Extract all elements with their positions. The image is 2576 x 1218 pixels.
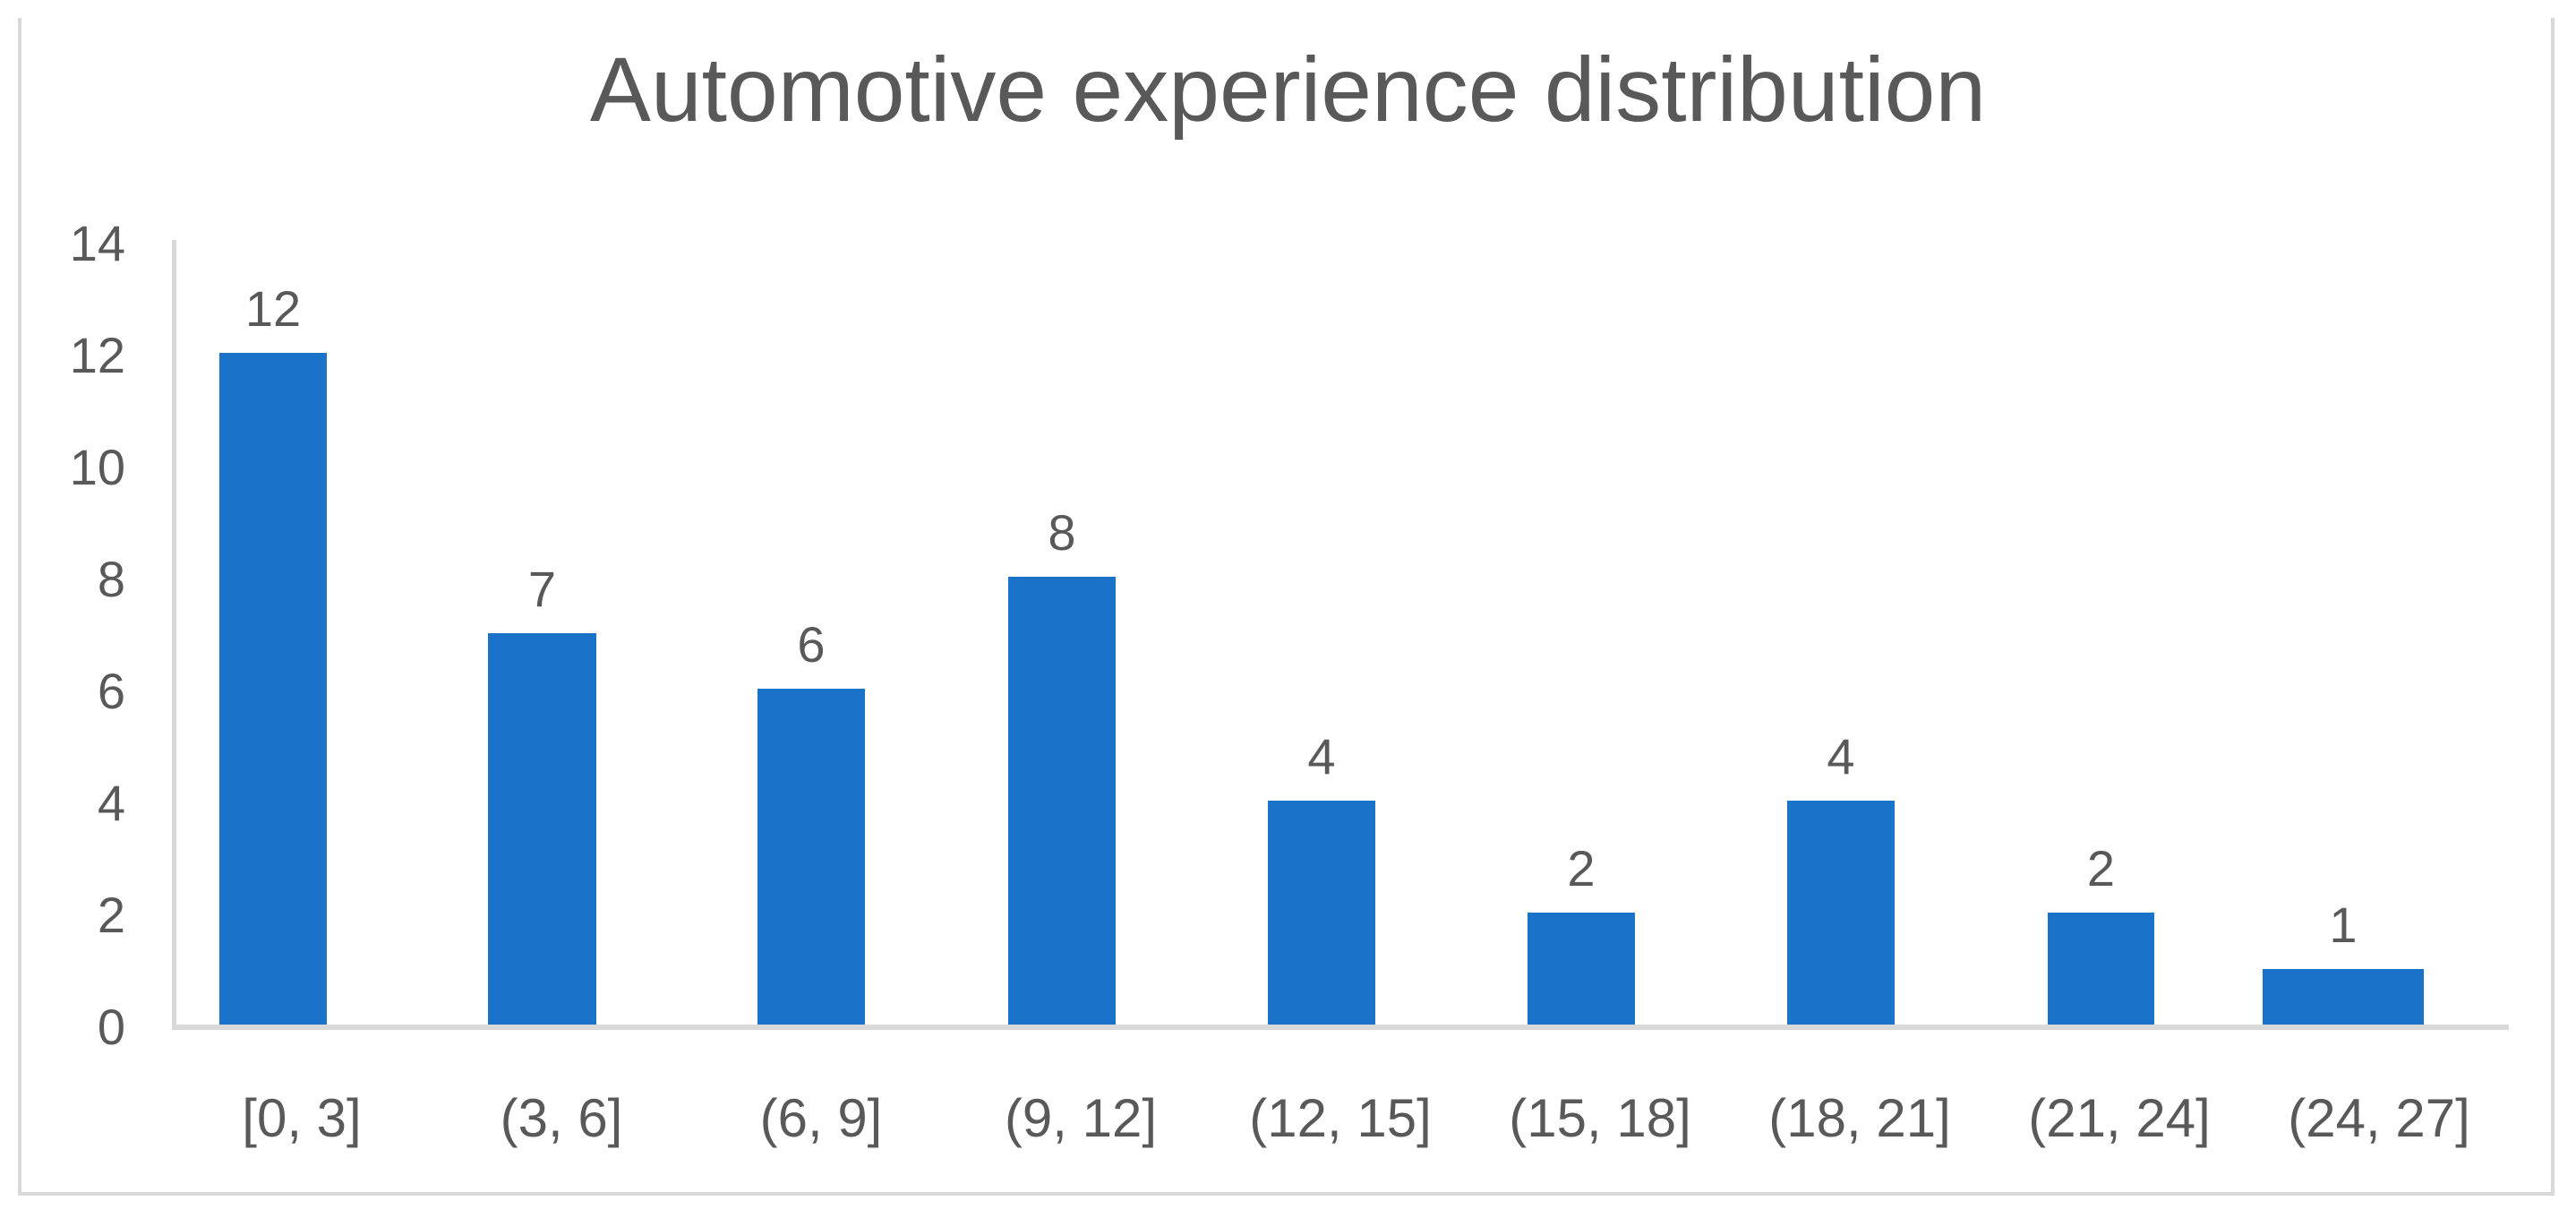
x-category-label-(18, 21]: (18, 21] <box>1768 1088 1951 1148</box>
data-label-(6, 9]: 6 <box>797 616 826 673</box>
x-category-label-(3, 6]: (3, 6] <box>500 1088 623 1148</box>
y-tick-label-6: 6 <box>97 663 125 719</box>
data-label-(21, 24]: 2 <box>2086 840 2116 896</box>
bar-(15, 18] <box>1528 913 1635 1025</box>
x-category-label-(24, 27]: (24, 27] <box>2288 1088 2470 1148</box>
x-category-label-(6, 9]: (6, 9] <box>759 1088 883 1148</box>
chart-title: Automotive experience distribution <box>589 39 1987 141</box>
y-tick-label-8: 8 <box>97 551 125 607</box>
data-label-(24, 27]: 1 <box>2329 896 2358 953</box>
x-category-label-(15, 18]: (15, 18] <box>1509 1088 1691 1148</box>
bar-[0, 3] <box>219 353 327 1025</box>
bar-(24, 27] <box>2263 968 2424 1025</box>
data-label-(3, 6]: 7 <box>527 560 557 617</box>
data-label-(9, 12]: 8 <box>1048 504 1076 561</box>
y-tick-label-14: 14 <box>69 215 125 271</box>
x-category-label-(21, 24]: (21, 24] <box>2028 1088 2211 1148</box>
bar-(6, 9] <box>757 689 865 1025</box>
bar-(9, 12] <box>1008 577 1116 1025</box>
x-category-label-[0, 3]: [0, 3] <box>242 1088 362 1148</box>
bar-(3, 6] <box>488 632 596 1025</box>
x-category-label-(12, 15]: (12, 15] <box>1249 1088 1432 1148</box>
data-label-(12, 15]: 4 <box>1307 728 1336 785</box>
data-label-(18, 21]: 4 <box>1827 728 1855 785</box>
x-category-label-(9, 12]: (9, 12] <box>1004 1088 1158 1148</box>
data-label-[0, 3]: 12 <box>244 280 302 337</box>
y-tick-label-2: 2 <box>97 887 125 943</box>
data-label-(15, 18]: 2 <box>1567 840 1596 896</box>
x-axis-line <box>172 1025 2509 1030</box>
y-tick-label-4: 4 <box>97 775 125 831</box>
y-tick-label-10: 10 <box>69 439 125 495</box>
bar-(12, 15] <box>1268 801 1375 1025</box>
y-axis-line <box>172 240 176 1030</box>
bar-(18, 21] <box>1787 801 1895 1025</box>
y-tick-label-0: 0 <box>97 999 125 1055</box>
bar-(21, 24] <box>2048 913 2154 1025</box>
y-tick-label-12: 12 <box>69 327 125 383</box>
